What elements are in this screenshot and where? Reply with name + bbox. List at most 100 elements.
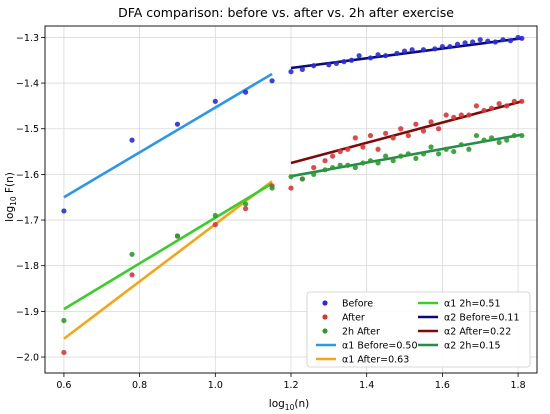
data-point-2h-after — [288, 174, 294, 180]
data-point-before — [447, 43, 453, 50]
data-point-before — [375, 52, 381, 58]
legend-marker — [322, 328, 328, 334]
data-point-2h-after — [443, 146, 449, 152]
x-tick-label: 1.2 — [283, 380, 298, 391]
data-point-2h-after — [269, 185, 275, 191]
data-point-before — [61, 208, 67, 214]
data-point-after — [451, 114, 457, 120]
data-point-2h-after — [174, 233, 181, 239]
y-tick-label: −1.5 — [16, 124, 39, 135]
data-point-2h-after — [511, 132, 517, 139]
data-point-after — [436, 126, 442, 132]
data-point-2h-after — [345, 162, 351, 168]
data-point-2h-after — [496, 139, 502, 146]
data-point-after — [352, 135, 358, 141]
y-axis-ticks: −1.3 −1.4 −1.5 −1.6 −1.7 −1.8 −1.9 −2.0 — [16, 33, 45, 364]
data-point-after — [337, 148, 343, 155]
data-point-2h-after — [405, 151, 411, 157]
data-point-after — [360, 144, 366, 150]
data-point-before — [492, 39, 498, 45]
y-tick-label: −1.8 — [16, 261, 39, 272]
x-tick-label: 1.8 — [511, 380, 526, 391]
legend-label: α2 2h=0.15 — [444, 341, 501, 352]
data-point-before — [326, 62, 332, 68]
data-point-2h-after — [311, 171, 317, 177]
data-point-before — [348, 57, 355, 63]
data-point-after — [405, 132, 411, 139]
data-point-before — [394, 50, 400, 56]
legend-label: α1 2h=0.51 — [444, 299, 501, 310]
data-point-before — [462, 40, 468, 46]
data-point-2h-after — [420, 151, 427, 157]
data-point-after — [481, 107, 487, 114]
x-axis-label: log10(n) — [269, 398, 309, 412]
series-2h-after — [61, 132, 525, 324]
legend-entry-2h-after: 2h After — [322, 327, 380, 338]
data-point-before — [269, 78, 275, 84]
legend-label: α2 Before=0.11 — [444, 313, 520, 324]
data-point-after — [511, 98, 517, 104]
legend-box — [306, 291, 531, 368]
data-point-after — [61, 349, 67, 356]
y-tick-label: −2.0 — [16, 353, 39, 364]
data-point-after — [212, 222, 218, 228]
data-point-after — [383, 130, 389, 136]
data-point-before — [288, 69, 294, 75]
legend-entry-2-2h-0-15: α2 2h=0.15 — [418, 341, 501, 352]
series-after — [61, 98, 525, 356]
chart-title: DFA comparison: before vs. after vs. 2h … — [118, 5, 454, 20]
y-tick-label: −1.7 — [16, 216, 39, 227]
legend: Before After 2h After α1 Before=0.50 α1 Afte… — [306, 291, 531, 368]
data-point-after — [129, 272, 135, 278]
fit-line-1-before-0-50 — [63, 72, 273, 199]
data-point-before — [367, 55, 374, 61]
data-point-after — [367, 132, 374, 139]
x-tick-label: 1.4 — [359, 380, 374, 391]
legend-entry-1-before-0-50: α1 Before=0.50 — [316, 341, 418, 352]
data-point-after — [443, 112, 449, 118]
data-point-2h-after — [322, 167, 328, 173]
data-point-after — [288, 185, 294, 191]
data-point-2h-after — [375, 160, 381, 166]
data-point-after — [519, 98, 525, 104]
data-point-before — [242, 89, 249, 95]
data-point-after — [311, 164, 317, 171]
legend-marker — [322, 314, 328, 320]
legend-label: α1 Before=0.50 — [342, 341, 418, 352]
data-point-before — [485, 38, 491, 44]
data-point-2h-after — [398, 153, 404, 159]
data-point-before — [333, 60, 340, 67]
data-point-after — [420, 128, 427, 134]
data-point-2h-after — [519, 132, 525, 139]
data-point-before — [311, 63, 317, 69]
legend-label: α1 After=0.63 — [342, 355, 409, 366]
data-points — [61, 34, 525, 356]
y-tick-label: −1.3 — [16, 33, 39, 44]
data-point-after — [473, 103, 480, 109]
data-point-before — [439, 43, 445, 50]
x-tick-label: 0.6 — [56, 380, 71, 391]
data-point-2h-after — [428, 144, 434, 150]
data-point-after — [488, 105, 495, 111]
legend-entry-2-before-0-11: α2 Before=0.11 — [418, 313, 520, 324]
x-tick-label: 1.0 — [208, 380, 223, 391]
data-point-after — [398, 126, 404, 132]
data-point-before — [470, 39, 476, 45]
data-point-before — [507, 38, 514, 44]
data-point-2h-after — [383, 153, 389, 159]
data-point-2h-after — [330, 164, 336, 171]
data-point-2h-after — [337, 162, 343, 168]
legend-entries: Before After 2h After α1 Before=0.50 α1 Afte… — [316, 299, 520, 366]
data-point-after — [322, 158, 328, 164]
data-point-after — [458, 112, 464, 118]
data-point-before — [383, 53, 389, 59]
data-point-2h-after — [299, 176, 305, 182]
data-point-2h-after — [367, 158, 374, 164]
data-point-before — [454, 41, 461, 47]
data-point-after — [345, 146, 351, 152]
data-point-after — [413, 121, 419, 127]
legend-marker — [322, 300, 328, 306]
data-point-before — [174, 121, 181, 127]
data-point-before — [477, 37, 483, 43]
